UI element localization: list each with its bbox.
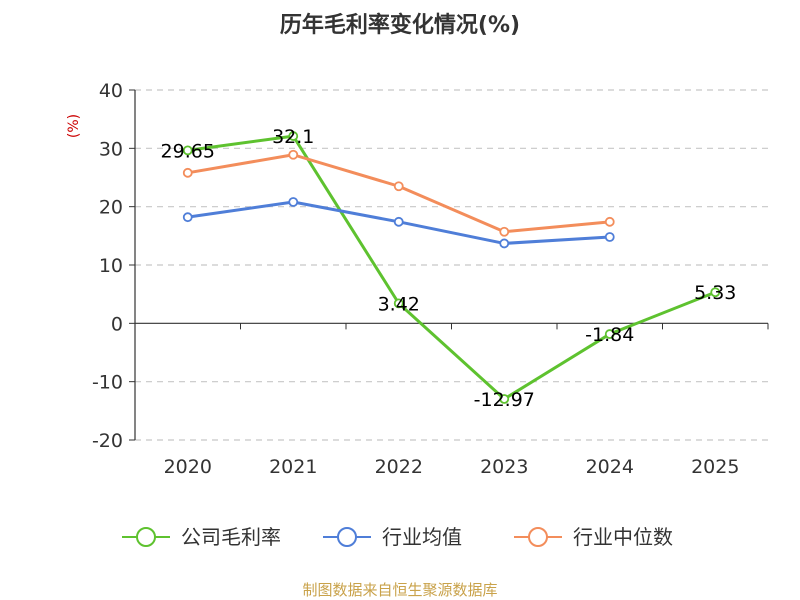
x-tick-label: 2020 <box>164 456 212 478</box>
legend: 公司毛利率 行业均值 行业中位数 <box>122 525 673 549</box>
data-point[interactable] <box>182 145 193 156</box>
y-tick-label: -20 <box>92 430 123 452</box>
data-point[interactable] <box>393 181 404 192</box>
y-tick-label: 20 <box>99 197 123 219</box>
data-label: 29.65 <box>161 140 215 162</box>
data-point[interactable] <box>182 212 193 223</box>
legend-label: 公司毛利率 <box>181 525 281 549</box>
y-axis-label: (%) <box>66 114 82 138</box>
series-layer <box>182 131 721 404</box>
y-tick-label: 10 <box>99 255 123 277</box>
data-label: -1.84 <box>585 324 634 346</box>
data-point[interactable] <box>393 298 404 309</box>
data-label: -12.97 <box>474 389 535 411</box>
source-note: 制图数据来自恒生聚源数据库 <box>302 581 497 599</box>
data-point[interactable] <box>604 329 615 339</box>
data-point[interactable] <box>604 216 615 227</box>
y-tick-label: 40 <box>99 80 123 102</box>
data-point[interactable] <box>288 131 299 141</box>
data-label: 5.33 <box>694 282 736 304</box>
data-point[interactable] <box>710 287 721 298</box>
x-tick-label: 2024 <box>586 456 634 478</box>
series-line-0 <box>187 134 716 401</box>
data-label-layer: 29.65 32.1 3.42 -12.97 -1.84 5.33 <box>161 126 737 411</box>
data-point[interactable] <box>499 238 510 249</box>
data-point[interactable] <box>393 216 404 227</box>
x-tick-label: 2025 <box>691 456 739 478</box>
axis-layer: 40 30 20 10 0 -10 -20 2020 2021 2022 2023 2024 2025 <box>92 80 769 478</box>
x-tick-label: 2023 <box>480 456 528 478</box>
x-tick-label: 2022 <box>375 456 423 478</box>
y-tick-label: 0 <box>111 313 123 335</box>
data-point[interactable] <box>499 394 510 404</box>
legend-item[interactable]: 行业均值 <box>323 525 462 549</box>
data-point[interactable] <box>604 232 615 242</box>
x-tick-label: 2021 <box>269 456 317 478</box>
legend-marker <box>528 527 548 547</box>
y-tick-label: -10 <box>92 372 123 394</box>
data-point[interactable] <box>499 226 510 237</box>
legend-item[interactable]: 行业中位数 <box>514 525 673 549</box>
grid-layer <box>135 89 768 441</box>
legend-marker <box>337 527 357 547</box>
data-point[interactable] <box>288 149 299 160</box>
data-label: 3.42 <box>378 293 420 315</box>
legend-item[interactable]: 公司毛利率 <box>122 525 281 549</box>
legend-label: 行业中位数 <box>573 525 673 549</box>
data-point[interactable] <box>288 197 299 207</box>
legend-marker <box>136 527 156 547</box>
y-tick-label: 30 <box>99 138 123 160</box>
chart-title: 历年毛利率变化情况(%) <box>280 12 520 38</box>
legend-label: 行业均值 <box>382 525 462 549</box>
data-label: 32.1 <box>272 126 314 148</box>
data-point[interactable] <box>182 167 193 178</box>
